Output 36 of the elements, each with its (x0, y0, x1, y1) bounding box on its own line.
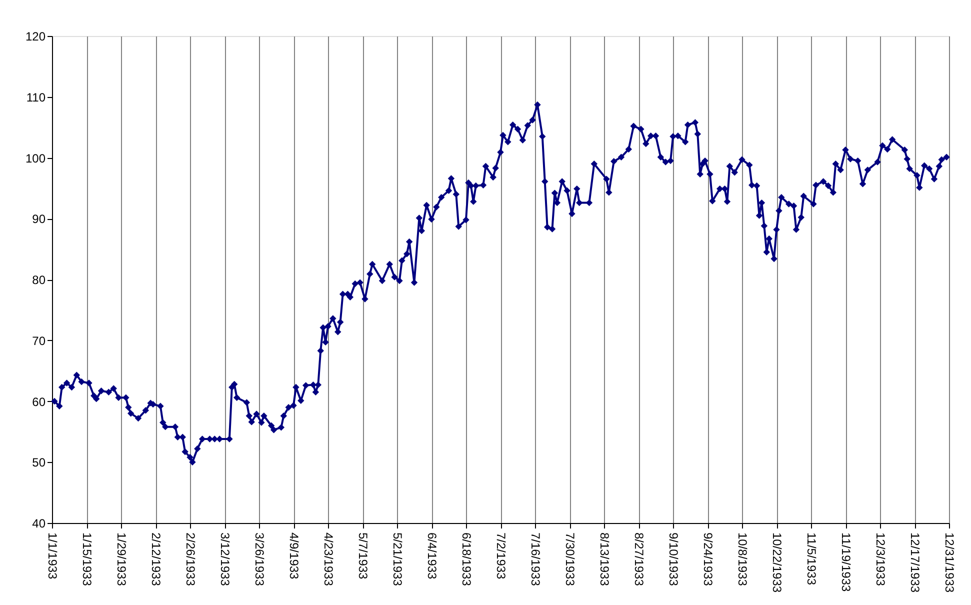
y-tick-label: 120 (25, 30, 46, 44)
x-tick-label: 7/30/1933 (563, 532, 577, 586)
x-tick-label: 8/27/1933 (632, 532, 646, 586)
x-tick-label: 9/24/1933 (701, 532, 715, 586)
y-tick-label: 60 (32, 394, 46, 409)
x-tick-label: 3/12/1933 (218, 532, 232, 586)
x-tick-label: 10/8/1933 (736, 532, 750, 586)
y-tick-label: 110 (26, 90, 46, 104)
x-tick-label: 6/18/1933 (460, 532, 474, 586)
y-tick-label: 50 (32, 456, 46, 470)
x-tick-label: 12/17/1933 (908, 532, 922, 593)
x-tick-label: 9/10/1933 (666, 532, 680, 586)
x-tick-label: 1/1/1933 (46, 532, 60, 580)
x-tick-label: 5/7/1933 (356, 532, 370, 580)
y-tick-label: 90 (32, 212, 46, 226)
x-tick-label: 8/13/1933 (598, 532, 612, 586)
x-tick-label: 4/9/1933 (287, 532, 301, 580)
x-tick-label: 11/5/1933 (804, 532, 818, 586)
x-tick-label: 2/26/1933 (184, 532, 198, 586)
x-tick-label: 7/2/1933 (494, 532, 508, 580)
x-tick-label: 10/22/1933 (770, 532, 784, 593)
x-tick-label: 12/31/1933 (942, 532, 956, 593)
x-tick-label: 7/16/1933 (528, 532, 542, 586)
y-tick-label: 70 (32, 334, 46, 348)
x-tick-label: 11/19/1933 (839, 532, 853, 592)
y-tick-label: 40 (32, 516, 46, 530)
x-tick-label: 1/29/1933 (114, 532, 128, 586)
x-tick-label: 4/23/1933 (322, 532, 336, 586)
y-tick-label: 100 (25, 151, 46, 166)
y-tick-label: 80 (32, 273, 46, 287)
x-tick-label: 6/4/1933 (425, 532, 439, 580)
x-tick-label: 1/15/1933 (80, 532, 94, 586)
x-tick-label: 12/3/1933 (874, 532, 888, 586)
x-tick-label: 5/21/1933 (390, 532, 404, 586)
x-tick-label: 3/26/1933 (252, 532, 266, 586)
x-tick-label: 2/12/1933 (149, 532, 163, 586)
